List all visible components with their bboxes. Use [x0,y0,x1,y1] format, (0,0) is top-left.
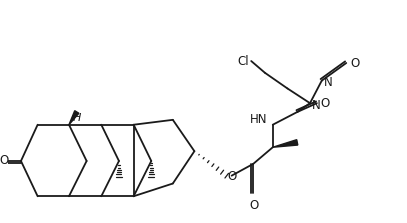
Polygon shape [69,111,79,125]
Text: O: O [350,56,359,70]
Text: O: O [228,170,237,183]
Text: HN: HN [250,113,268,126]
Text: O: O [249,199,259,212]
Text: N: N [312,99,321,112]
Text: N: N [324,76,333,89]
Polygon shape [273,140,298,147]
Text: O: O [0,155,8,167]
Text: O: O [321,97,330,110]
Text: H: H [72,113,81,123]
Text: Cl: Cl [238,55,249,68]
